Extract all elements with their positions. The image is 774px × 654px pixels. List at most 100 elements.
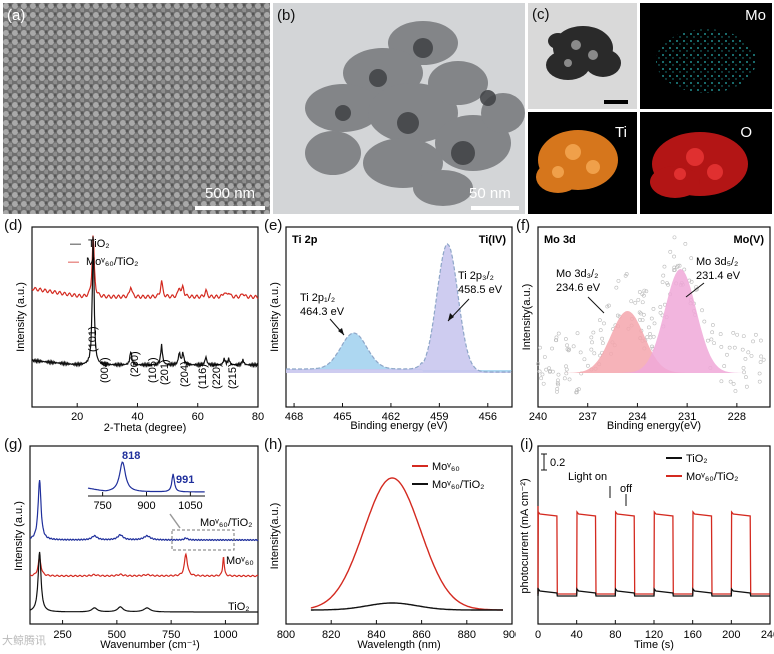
haadf-image: (c) bbox=[528, 3, 637, 109]
raw-data-point bbox=[759, 354, 764, 359]
raw-data-point bbox=[592, 351, 597, 356]
raw-data-point bbox=[661, 273, 666, 278]
x-ticks: 800 820 840 860 880 900 bbox=[277, 620, 516, 641]
ti-2p12-peak-fill bbox=[286, 333, 512, 372]
x-tick-label: 120 bbox=[645, 629, 663, 641]
legend-tio2: TiO₂ bbox=[88, 238, 110, 250]
y-axis-label: Intensity (a.u.) bbox=[13, 501, 25, 571]
ann-mo-3d32-ev: 234.6 eV bbox=[556, 282, 601, 294]
raw-data-point bbox=[629, 299, 634, 304]
raw-data-point bbox=[564, 371, 569, 376]
raw-data-point bbox=[605, 304, 610, 309]
raw-data-point bbox=[575, 331, 580, 336]
photocurrent-series-black bbox=[537, 587, 770, 597]
legend-mov60: Moᵛ₆₀/TiO₂ bbox=[86, 256, 138, 268]
legend-mov60-tio2: Moᵛ₆₀/TiO₂ bbox=[686, 471, 738, 483]
x-tick-label: 40 bbox=[571, 629, 583, 641]
raw-data-point bbox=[728, 379, 733, 384]
raw-data-point bbox=[658, 305, 663, 309]
peak-label-004: (004) bbox=[99, 357, 111, 383]
raw-data-point bbox=[644, 289, 649, 294]
x-tick-label: 459 bbox=[430, 411, 448, 423]
scale-label: 0.2 bbox=[550, 457, 565, 469]
raw-data-point bbox=[547, 366, 551, 371]
plot-frame bbox=[31, 226, 259, 408]
raw-data-point bbox=[672, 235, 677, 240]
raw-data-point bbox=[637, 290, 642, 294]
raw-data-point bbox=[660, 280, 665, 285]
x-tick-label: 1050 bbox=[178, 500, 202, 512]
legend-mov60: Moᵛ₆₀ bbox=[432, 461, 460, 473]
peak-label-220: (220) bbox=[211, 363, 223, 389]
raw-data-point bbox=[616, 278, 621, 283]
x-tick-label: 80 bbox=[609, 629, 621, 641]
raw-data-point bbox=[759, 338, 763, 343]
photocurrent-chart: 0.2 Light on off TiO₂ Moᵛ₆₀/TiO₂ 0 40 80 12… bbox=[519, 445, 774, 651]
raw-data-point bbox=[615, 313, 620, 318]
legend-red-line: — bbox=[68, 256, 79, 268]
panel-f-xps-mo: 240 237 234 231 228 Mo 3d Mo(V) Mo 3d₃/₂ 234… bbox=[516, 217, 774, 435]
peak-label-105: (105) bbox=[147, 357, 159, 383]
x-tick-label: 462 bbox=[382, 411, 400, 423]
raw-data-point bbox=[651, 307, 656, 311]
raw-data-point bbox=[574, 390, 579, 395]
x-tick-label: 60 bbox=[192, 411, 204, 423]
raw-data-point bbox=[719, 345, 724, 349]
label-mov60: Moᵛ₆₀ bbox=[226, 555, 254, 567]
x-tick-label: 840 bbox=[367, 629, 385, 641]
x-tick-label: 40 bbox=[131, 411, 143, 423]
panel-b-scale: 50 nm bbox=[469, 185, 511, 202]
raw-data-point bbox=[590, 340, 594, 345]
raw-data-point bbox=[640, 292, 645, 297]
raw-data-point bbox=[650, 344, 654, 349]
raw-data-point bbox=[538, 345, 542, 350]
raw-data-point bbox=[555, 386, 560, 391]
plot-frame bbox=[285, 445, 513, 625]
raw-data-point bbox=[636, 297, 641, 302]
x-tick-label: 456 bbox=[479, 411, 497, 423]
raw-data-point bbox=[638, 318, 642, 322]
raw-data-point bbox=[541, 381, 546, 386]
peak-label-101: (101) bbox=[87, 326, 99, 352]
raw-data-point bbox=[556, 378, 560, 383]
raw-data-point bbox=[741, 334, 746, 338]
panel-h-label: (h) bbox=[264, 436, 283, 453]
raw-data-point bbox=[550, 346, 554, 351]
x-tick-label: 160 bbox=[683, 629, 701, 641]
x-axis-label: Binding energy (eV) bbox=[350, 420, 447, 432]
raw-data-point bbox=[567, 377, 572, 382]
x-tick-label: 465 bbox=[333, 411, 351, 423]
raw-data-point bbox=[645, 335, 650, 340]
ti-envelope bbox=[286, 243, 511, 373]
raw-data-point bbox=[671, 268, 676, 272]
raw-data-point bbox=[565, 347, 570, 352]
panel-a-sem-image: (a) 500 nm bbox=[3, 3, 270, 214]
raw-data-point bbox=[744, 375, 748, 380]
plot-frame bbox=[285, 226, 513, 408]
panel-g-label: (g) bbox=[4, 436, 23, 453]
raw-data-point bbox=[706, 338, 710, 343]
panel-e-xps-ti: 468 465 462 459 456 Ti 2p Ti(IV) Ti 2p₁/₂ 46… bbox=[264, 217, 516, 435]
raw-data-point bbox=[640, 318, 645, 322]
raw-data-point bbox=[753, 332, 758, 337]
x-tick-label: 1000 bbox=[213, 629, 237, 641]
xps-mo-chart: 240 237 234 231 228 Mo 3d Mo(V) Mo 3d₃/₂ 234… bbox=[521, 226, 771, 432]
ann-mo-3d32: Mo 3d₃/₂ bbox=[556, 268, 598, 280]
raw-data-point bbox=[537, 369, 542, 374]
raw-data-point bbox=[637, 310, 642, 315]
corner-left: Ti 2p bbox=[292, 234, 318, 246]
x-axis-label: Wavenumber (cm⁻¹) bbox=[100, 639, 200, 651]
raw-data-point bbox=[638, 311, 643, 316]
raman-series-black bbox=[29, 551, 258, 613]
panel-a-label: (a) bbox=[7, 7, 26, 24]
raw-data-point bbox=[642, 288, 647, 293]
peak-label-215: (215) bbox=[227, 363, 239, 389]
ann-ti-2p12-ev: 464.3 eV bbox=[300, 306, 345, 318]
raw-data-point bbox=[571, 344, 576, 349]
raman-chart: 750 900 1050 818 991 Moᵛ₆₀/TiO₂ Moᵛ₆₀ TiO₂… bbox=[13, 445, 259, 651]
raw-data-point bbox=[647, 325, 651, 330]
raw-data-point bbox=[544, 367, 549, 372]
raw-data-point bbox=[555, 389, 559, 394]
corner-left: Mo 3d bbox=[544, 234, 576, 246]
raw-data-point bbox=[597, 318, 602, 323]
